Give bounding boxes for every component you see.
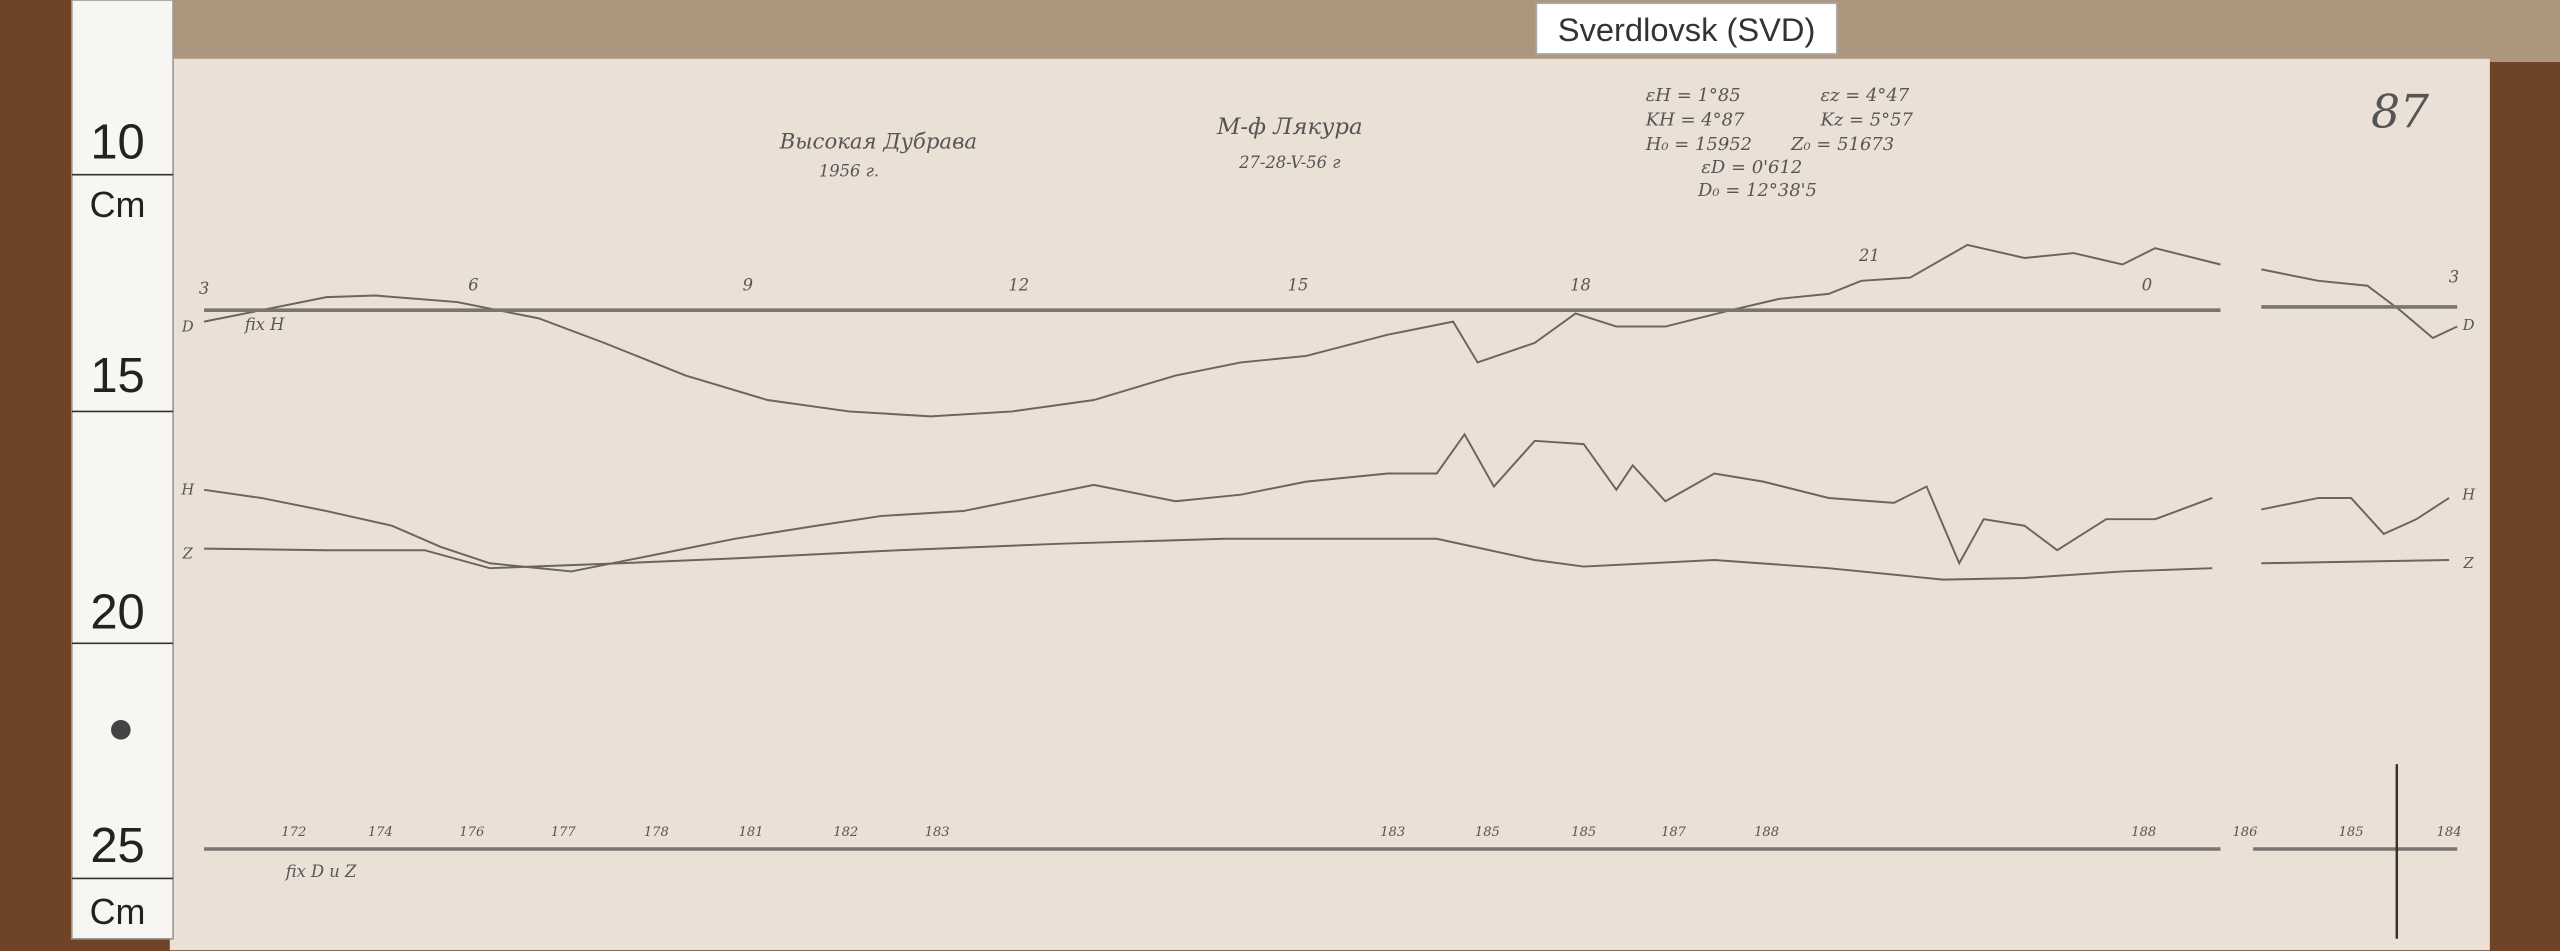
bottom-mark: 183 [925, 825, 950, 840]
station-label-text: Sverdlovsk (SVD) [1558, 11, 1816, 48]
constant: D₀ = 12°38'5 [1697, 180, 1817, 201]
d-trace [203, 243, 2221, 418]
year: 1956 г. [819, 161, 879, 180]
fix-label: fix D и Z [284, 862, 357, 881]
trace-label: Z [2463, 555, 2475, 572]
hour-label: 0 [2142, 276, 2152, 295]
ruler-mark: 15 [90, 349, 144, 403]
bottom-mark: 188 [2131, 825, 2156, 840]
ruler [71, 0, 174, 940]
bottom-mark: 184 [2437, 825, 2462, 840]
bottom-mark: 181 [739, 825, 764, 840]
constant: εD = 0'612 [1701, 157, 1802, 178]
h-trace [203, 432, 2213, 573]
bottom-mark: 172 [281, 825, 306, 840]
date: 27-28-V-56 г [1238, 153, 1341, 172]
z-trace [2261, 559, 2450, 565]
hour-label: 18 [1570, 276, 1591, 295]
bottom-mark: 186 [2233, 825, 2258, 840]
hour-label: 9 [743, 276, 753, 295]
station: Высокая Дубрава [779, 130, 977, 155]
instrument: М-ф Лякура [1216, 114, 1363, 140]
hour-label: 3 [2449, 267, 2459, 286]
ruler-mark: 20 [90, 586, 144, 640]
ruler-mark: 10 [90, 115, 144, 169]
bottom-mark: 174 [368, 825, 393, 840]
bottom-mark: 183 [1380, 825, 1405, 840]
bottom-mark: 182 [833, 825, 858, 840]
ruler-mark: 25 [90, 819, 144, 873]
sheet-number: 87 [2371, 85, 2430, 138]
z-trace [204, 537, 2213, 581]
trace-label: D [181, 318, 194, 335]
hour-label: 3 [199, 279, 209, 298]
hour-label: 6 [468, 276, 478, 295]
trace-label: Z [182, 545, 194, 562]
hour-label: 12 [1008, 276, 1029, 295]
bottom-mark: 185 [1571, 825, 1596, 840]
bottom-mark: 178 [644, 825, 669, 840]
bottom-mark: 177 [551, 825, 577, 840]
ruler-unit: Cm [90, 184, 146, 225]
bottom-mark: 187 [1661, 825, 1687, 840]
bottom-mark: 176 [459, 825, 484, 840]
station-label [1535, 2, 1838, 55]
hour-label: 15 [1288, 276, 1309, 295]
bottom-mark: 188 [1754, 825, 1779, 840]
bottom-mark: 185 [2339, 825, 2364, 840]
hour-label: 21 [1858, 246, 1880, 265]
trace-label: H [180, 482, 195, 499]
paper [169, 58, 2490, 951]
trace-label: D [2462, 317, 2475, 334]
constant: Z₀ = 51673 [1790, 134, 1894, 155]
ruler-unit: Cm [90, 891, 146, 932]
h-trace [2261, 496, 2450, 536]
constant: εz = 4°47 [1820, 85, 1909, 106]
glass-cover [163, 0, 2560, 63]
fix-label: fix H [243, 315, 285, 334]
constant: Kz = 5°57 [1819, 110, 1913, 131]
bottom-mark: 185 [1475, 825, 1500, 840]
constant: KH = 4°87 [1645, 110, 1745, 131]
constant: H₀ = 15952 [1645, 134, 1752, 155]
constant: εH = 1°85 [1646, 85, 1741, 106]
trace-label: H [2461, 487, 2476, 504]
d-trace [2261, 268, 2458, 340]
